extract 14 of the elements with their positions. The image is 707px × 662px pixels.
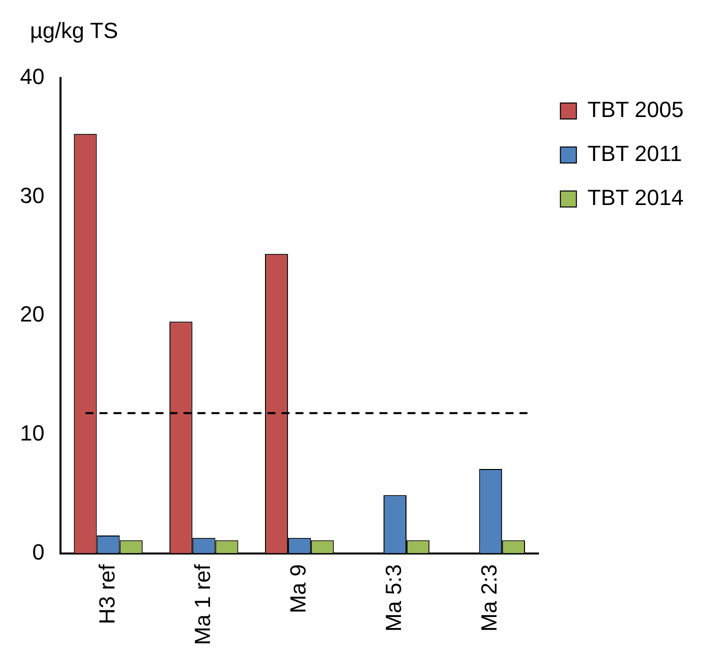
x-tick-label: Ma 2:3 bbox=[476, 564, 502, 632]
y-axis-title: µg/kg TS bbox=[30, 18, 118, 44]
x-tick-label: Ma 1 ref bbox=[190, 563, 215, 646]
x-tick-label: Ma 9 bbox=[285, 564, 310, 614]
x-tick-label: H3 ref bbox=[94, 563, 120, 624]
y-tick-label: 20 bbox=[20, 302, 44, 327]
legend-label: TBT 2014 bbox=[587, 185, 684, 210]
x-tick-label: Ma 5:3 bbox=[381, 564, 406, 632]
y-tick-label: 30 bbox=[20, 182, 44, 208]
y-tick-label: 10 bbox=[20, 420, 44, 446]
y-tick-label: 40 bbox=[20, 64, 44, 90]
y-tick-label: 0 bbox=[32, 539, 44, 564]
legend-label: TBT 2005 bbox=[587, 97, 684, 122]
legend-label: TBT 2011 bbox=[587, 141, 682, 166]
